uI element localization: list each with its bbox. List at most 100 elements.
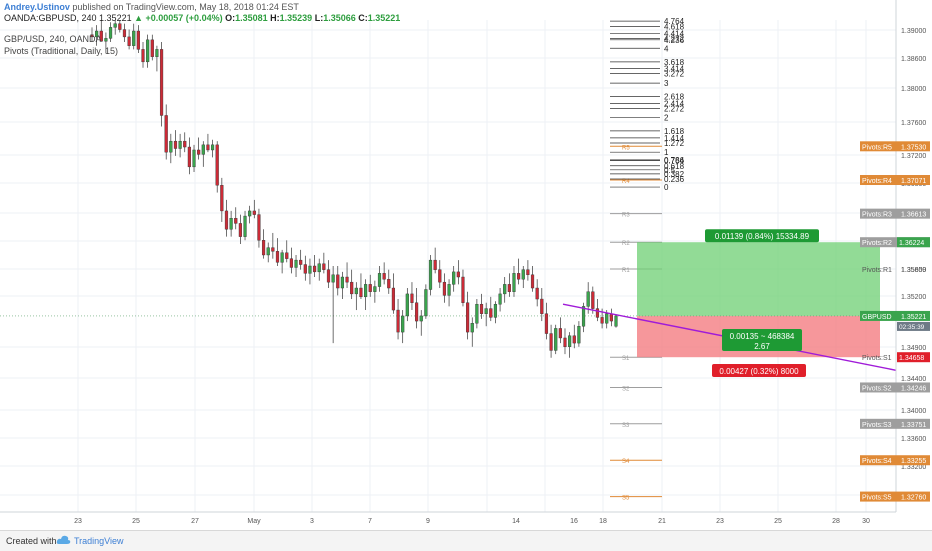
candle <box>452 266 456 292</box>
pivot-value: 1.35859 <box>901 267 926 274</box>
candle <box>387 269 391 294</box>
candle <box>419 310 423 336</box>
candle-body <box>530 274 535 289</box>
price-tick-label: 1.33600 <box>901 436 926 443</box>
candle <box>155 45 159 72</box>
candle-body <box>447 284 451 296</box>
candle-body <box>234 218 238 224</box>
author-link[interactable]: Andrey.Ustinov <box>4 2 70 12</box>
price-scale[interactable] <box>896 0 932 530</box>
pivot-tag-name: Pivots:S3 <box>862 422 892 429</box>
candle-body <box>201 144 205 155</box>
candle <box>303 255 307 281</box>
candle-body <box>428 259 433 290</box>
candle <box>90 27 94 43</box>
candle <box>336 266 340 296</box>
target-label-box <box>705 229 819 243</box>
candle <box>382 262 386 285</box>
candle-body <box>164 115 168 153</box>
candle <box>173 130 178 156</box>
price-chart[interactable]: R5 R4 R3 R2 R1 S1 S2 S3 S4 S5 4.7644.6184.4144.27… <box>0 0 932 530</box>
candle <box>517 258 521 285</box>
candle <box>285 240 289 263</box>
pivot-tag: Pivots:S3 1.33751 <box>860 418 930 429</box>
ratio-label-text: 0.00135 ~ 468384 <box>730 332 795 341</box>
last-price-value: 1.35221 <box>901 314 926 321</box>
stop-tag: 1.34658 <box>897 352 930 363</box>
pivot-short-label: R1 <box>622 268 630 274</box>
pivot-tag-box <box>860 455 930 466</box>
candle-body <box>155 49 159 57</box>
candle-body <box>368 284 372 292</box>
fib-level-label: 0.236 <box>664 175 685 184</box>
candle-body <box>415 302 419 322</box>
candle-body <box>521 269 525 280</box>
date-tick-label: 18 <box>599 518 607 525</box>
candle <box>591 286 595 314</box>
candle <box>266 242 270 263</box>
fib-level-label: 0.786 <box>664 156 685 165</box>
open-label: O: <box>225 13 236 23</box>
candle-body <box>220 185 224 212</box>
fib-level-label: 1.272 <box>664 139 685 148</box>
indicator-legend[interactable]: Pivots (Traditional, Daily, 15) <box>4 46 119 56</box>
candle <box>118 20 122 33</box>
candle <box>577 321 581 347</box>
candle <box>415 288 419 329</box>
candle-body <box>498 293 502 305</box>
symbol-line: OANDA:GBPUSD, 240 1.35221 ▲ +0.00057 (+0… <box>4 13 400 23</box>
candle-body <box>405 293 409 317</box>
candle <box>99 20 103 42</box>
fib-level-label: 3.414 <box>664 64 685 73</box>
date-tick-label: 27 <box>191 518 199 525</box>
price-tick-label: 1.34900 <box>901 345 926 352</box>
candle <box>484 302 488 327</box>
date-tick-label: 23 <box>716 518 724 525</box>
pivot-tag: Pivots:S2 1.34246 <box>860 382 930 393</box>
price-tick-label: 1.34000 <box>901 408 926 415</box>
target-tag-box <box>897 237 930 248</box>
candle <box>405 288 409 322</box>
date-tick-label: 9 <box>426 518 430 525</box>
candle-body <box>159 49 164 116</box>
candle-body <box>150 39 154 57</box>
candle-body <box>285 252 289 259</box>
candle <box>563 328 567 355</box>
candle <box>234 207 238 230</box>
candle-body <box>340 276 344 289</box>
candle-body <box>410 293 414 303</box>
pivot-short-label: S5 <box>622 496 630 502</box>
candle-body <box>387 279 391 289</box>
candle <box>150 34 154 61</box>
candle <box>396 299 400 340</box>
candle-body <box>526 269 530 276</box>
candle-body <box>271 247 275 252</box>
candle <box>113 20 117 35</box>
pivot-tag: Pivots:R5 1.37530 <box>860 141 930 152</box>
candle-body <box>108 27 113 39</box>
candles <box>90 20 618 358</box>
date-tick-label: 25 <box>132 518 140 525</box>
series-legend[interactable]: GBP/USD, 240, OANDA <box>4 34 102 44</box>
candle-body <box>275 251 280 263</box>
candle-body <box>359 287 363 298</box>
open-value: 1.35081 <box>235 13 268 23</box>
fib-level-label: 4.618 <box>664 23 685 32</box>
candle <box>322 252 326 274</box>
pivot-tag-name: Pivots:R4 <box>862 178 892 185</box>
candle <box>257 208 261 248</box>
candle <box>192 144 196 173</box>
footer-bar: Created with TradingView <box>0 530 932 551</box>
ratio-label-box <box>722 329 802 351</box>
price-tick-label: 1.38000 <box>901 86 926 93</box>
candle-body <box>563 337 567 347</box>
candle-body <box>136 30 140 50</box>
pivot-short-label: R4 <box>622 179 630 185</box>
tradingview-brand[interactable]: TradingView <box>74 536 124 546</box>
last-price-tag-box <box>860 310 930 321</box>
candle-body <box>252 210 256 215</box>
change-value: ▲ +0.00057 (+0.04%) <box>134 13 223 23</box>
candle <box>275 238 280 266</box>
candle <box>243 210 247 241</box>
